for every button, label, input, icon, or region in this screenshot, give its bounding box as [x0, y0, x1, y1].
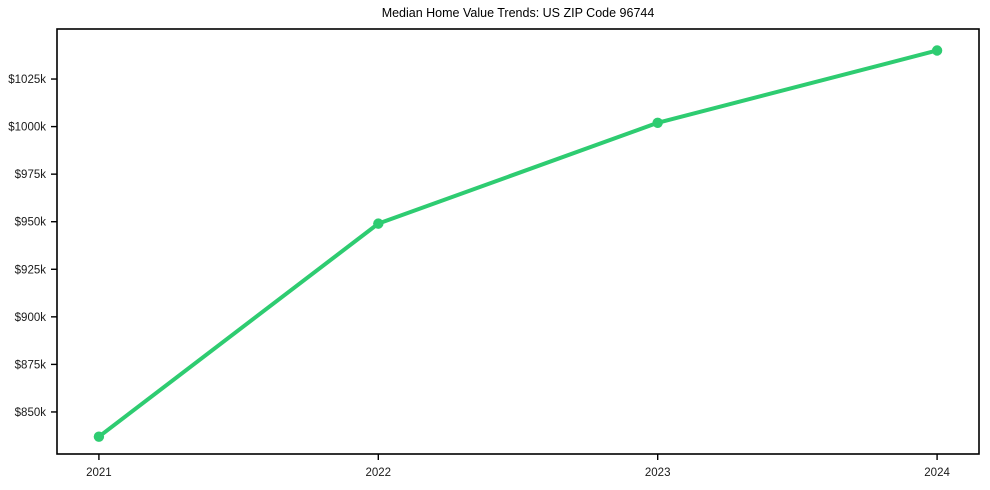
x-tick-label: 2021 [86, 467, 112, 479]
data-point-marker [373, 218, 384, 229]
y-tick-label: $925k [15, 264, 47, 276]
x-tick-label: 2023 [645, 467, 671, 479]
y-tick-label: $900k [15, 312, 47, 324]
data-point-marker [652, 117, 663, 128]
x-tick-label: 2024 [924, 467, 950, 479]
data-point-marker [931, 45, 943, 56]
y-tick-label: $850k [15, 407, 47, 419]
y-tick-label: $975k [15, 169, 47, 181]
x-tick-label: 2022 [366, 467, 392, 479]
y-tick-label: $1025k [8, 74, 46, 86]
plot-border [56, 28, 980, 455]
data-point-marker [93, 431, 105, 442]
trend-line [96, 48, 940, 439]
y-tick-label: $875k [15, 359, 47, 371]
chart-title: Median Home Value Trends: US ZIP Code 96… [381, 6, 655, 20]
y-tick-label: $1000k [8, 122, 46, 134]
y-tick-label: $950k [15, 217, 47, 229]
